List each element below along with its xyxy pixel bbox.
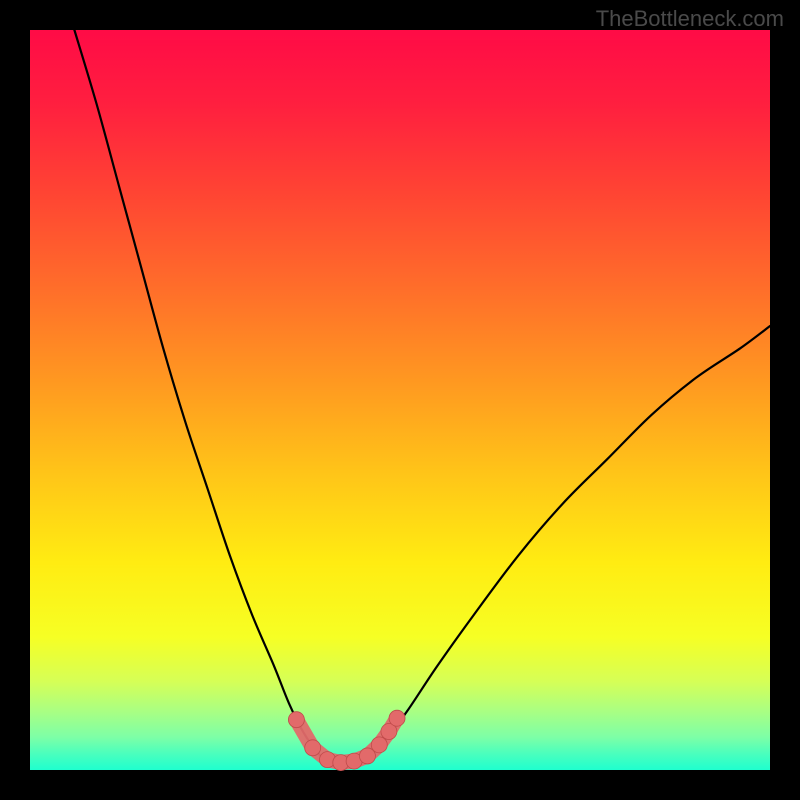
watermark-text: TheBottleneck.com — [596, 6, 784, 32]
marker-dot — [389, 710, 405, 726]
marker-dot — [288, 712, 304, 728]
plot-area — [30, 30, 770, 770]
chart-stage: TheBottleneck.com — [0, 0, 800, 800]
marker-dot — [371, 737, 387, 753]
marker-dot — [305, 740, 321, 756]
bottleneck-chart — [0, 0, 800, 800]
